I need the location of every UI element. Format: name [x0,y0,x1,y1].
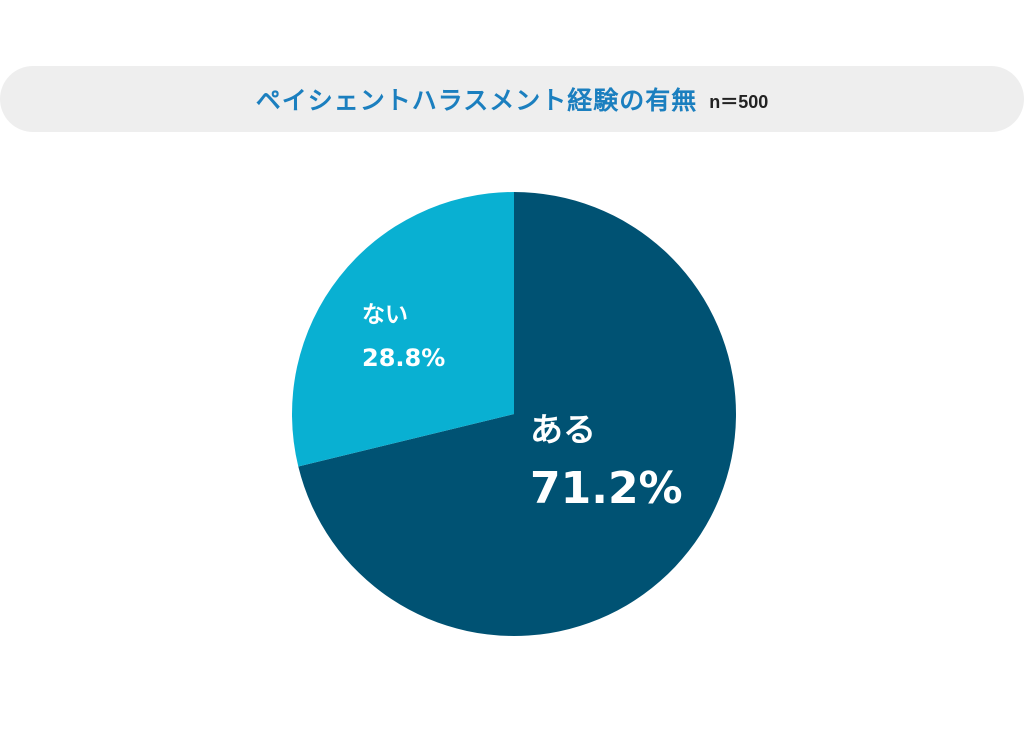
pie-slice-nai [292,192,514,467]
slice-value-aru: 71.2% [530,463,683,514]
slice-label-aru: ある [530,410,596,449]
pie-slice-aru [298,192,737,636]
chart-title: ペイシェントハラスメント経験の有無 [255,86,698,115]
pie-slices [292,192,737,636]
chart-title-bar: ペイシェントハラスメント経験の有無 n＝500 [0,66,1024,132]
slice-label-nai: ない [362,302,408,328]
slice-value-nai: 28.8% [362,344,445,372]
pie-labels: ある 71.2% ない 28.8% [362,302,683,514]
sample-size-label: n＝500 [709,92,769,112]
